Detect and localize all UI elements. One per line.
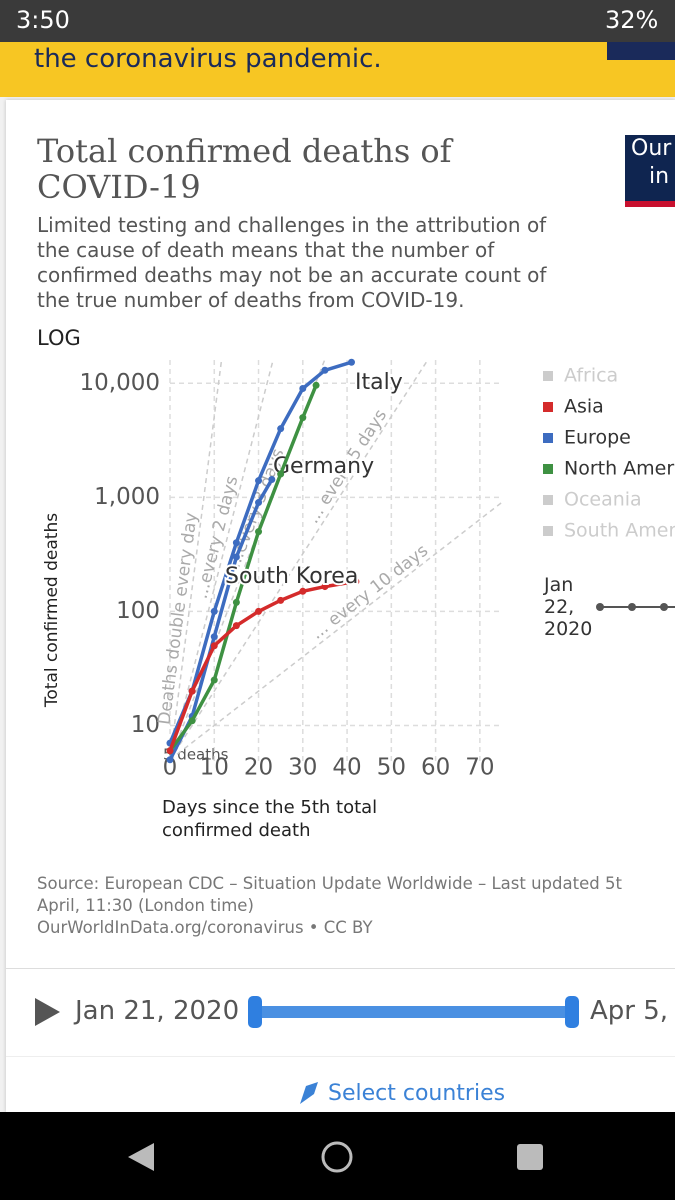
- annotation: ... every 10 days: [307, 541, 432, 644]
- chart-subtitle: Limited testing and challenges in the at…: [37, 213, 547, 312]
- divider: [6, 1056, 675, 1057]
- timeline-dot: [660, 603, 668, 611]
- nav-bar: [0, 1112, 675, 1200]
- data-point: [210, 642, 218, 650]
- data-point: [210, 607, 218, 615]
- data-point: [255, 499, 263, 507]
- start-date: Jan 21, 2020: [75, 996, 240, 1026]
- legend-label: Oceania: [564, 489, 642, 511]
- select-countries[interactable]: Select countries: [328, 1081, 506, 1106]
- timeline-text: Jan: [544, 574, 574, 596]
- timeline-dot: [596, 603, 604, 611]
- data-point: [321, 366, 329, 374]
- logo[interactable]: Our in: [625, 135, 675, 207]
- y-tick-label: 100: [116, 598, 160, 624]
- y-axis-label: Total confirmed deaths: [42, 513, 62, 708]
- end-date: Apr 5,: [590, 996, 669, 1026]
- data-point: [232, 598, 240, 606]
- timeline-dot: [628, 603, 636, 611]
- legend-label: South Ameri: [564, 520, 675, 542]
- pencil-icon: [300, 1082, 318, 1104]
- series-label: Italy: [355, 370, 403, 395]
- timeline-label: Jan 22, 2020: [544, 574, 592, 640]
- data-point: [166, 756, 174, 764]
- legend-label: Africa: [564, 365, 618, 387]
- play-button[interactable]: [35, 998, 60, 1026]
- x-axis-label: Days since the 5th total confirmed death: [162, 797, 378, 841]
- origin-label: 5 deaths: [163, 746, 229, 764]
- clock: 3:50: [16, 6, 70, 34]
- data-point: [352, 577, 360, 585]
- status-bar: 3:50 32%: [0, 0, 675, 42]
- timeline-text: 2020: [544, 618, 593, 640]
- legend-swatch: [543, 495, 553, 505]
- legend-swatch: [543, 402, 553, 412]
- data-point: [232, 539, 240, 547]
- data-point: [299, 587, 307, 595]
- data-point: [210, 676, 218, 684]
- slider-handle[interactable]: [248, 996, 262, 1028]
- banner-button[interactable]: [607, 42, 675, 60]
- doubling-line: [170, 360, 429, 761]
- data-point: [255, 477, 263, 485]
- data-point: [232, 622, 240, 630]
- banner-text: the coronavirus pandemic.: [34, 44, 382, 74]
- data-point: [210, 633, 218, 641]
- data-point: [166, 747, 174, 755]
- doubling-line: [170, 501, 502, 761]
- doubling-line: [170, 360, 326, 761]
- guides: [170, 360, 502, 761]
- x-tick-label: 0: [163, 755, 178, 781]
- series-label: South Korea: [225, 564, 358, 589]
- legend-label: Europe: [564, 427, 631, 449]
- scale-toggle[interactable]: LOG: [37, 326, 81, 350]
- data-point: [255, 528, 263, 536]
- y-tick-label: 10: [131, 712, 160, 738]
- chart-title: Total confirmed deaths of COVID-19: [37, 132, 452, 206]
- slider-handle[interactable]: [565, 996, 579, 1028]
- data-point: [312, 381, 320, 389]
- back-button[interactable]: [128, 1143, 154, 1171]
- data-point: [188, 717, 196, 725]
- data-point: [277, 470, 285, 478]
- source-line: Source: European CDC – Situation Update …: [37, 874, 622, 893]
- legend-label: Asia: [564, 396, 604, 418]
- logo-text: in: [649, 164, 670, 189]
- data-point: [299, 384, 307, 392]
- data-point: [277, 596, 285, 604]
- y-tick-label: 1,000: [94, 484, 160, 510]
- data-point: [255, 607, 263, 615]
- source-line: April, 11:30 (London time): [37, 896, 254, 915]
- source-line: OurWorldInData.org/coronavirus • CC BY: [37, 918, 373, 937]
- y-tick-label: 10,000: [80, 370, 160, 396]
- legend-swatch: [543, 371, 553, 381]
- legend-swatch: [543, 433, 553, 443]
- data-point: [277, 425, 285, 433]
- legend-swatch: [543, 464, 553, 474]
- data-point: [321, 583, 329, 591]
- home-button[interactable]: [321, 1141, 353, 1173]
- data-point: [347, 358, 355, 366]
- source: Source: European CDC – Situation Update …: [37, 873, 622, 939]
- series-label: Germany: [273, 454, 374, 479]
- doubling-line: [170, 360, 223, 760]
- data-point: [188, 687, 196, 695]
- annotation: Deaths double every day: [155, 511, 202, 726]
- legend-swatch: [543, 526, 553, 536]
- battery: 32%: [605, 6, 659, 34]
- data-point: [268, 475, 276, 483]
- recents-button[interactable]: [517, 1144, 543, 1170]
- logo-text: Our: [631, 136, 672, 161]
- chart-card: [6, 100, 675, 1112]
- legend-label: North Ameri: [564, 458, 675, 480]
- series-line: [168, 384, 318, 752]
- timeline-text: 22,: [544, 596, 575, 618]
- doubling-line: [170, 360, 274, 760]
- data-point: [299, 414, 307, 422]
- divider: [6, 968, 675, 969]
- banner: the coronavirus pandemic.: [0, 42, 675, 97]
- data-point: [232, 553, 240, 561]
